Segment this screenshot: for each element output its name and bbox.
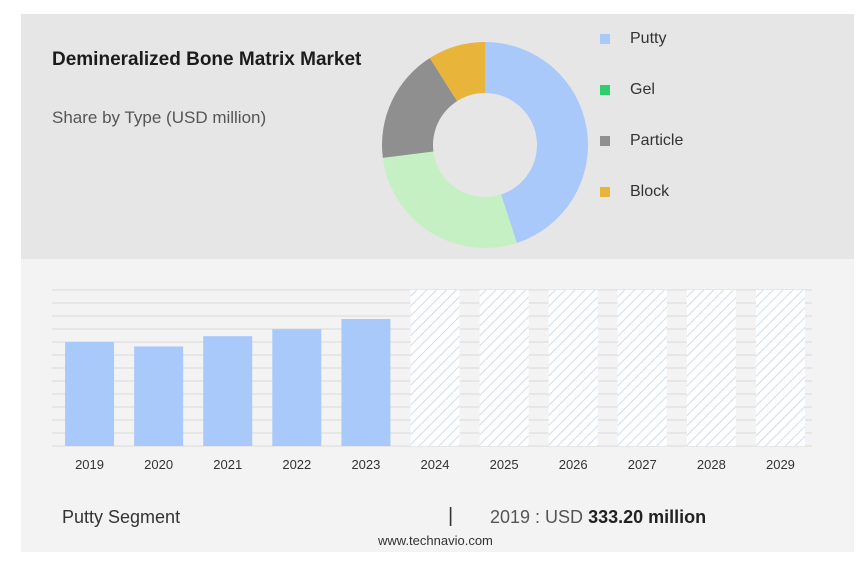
bar-chart: 2019 2020 2021 2022 2023 2024 2025 2026 2027 2028… [52,289,812,472]
bar-2020 [134,346,184,446]
legend-swatch-putty [600,34,610,44]
x-tick-label: 2019 [75,457,104,472]
bar-2019 [65,342,115,446]
donut-slice-putty [485,42,588,243]
x-tick-label: 2021 [213,457,242,472]
x-tick-label: 2024 [421,457,450,472]
legend-item-particle: Particle [600,128,683,154]
x-tick-label: 2027 [628,457,657,472]
x-tick-label: 2025 [490,457,519,472]
forecast-bar-2026 [548,290,598,446]
bar-2022 [272,329,322,446]
x-tick-label: 2028 [697,457,726,472]
forecast-bar-2025 [479,290,529,446]
segment-value: 2019 : USD 333.20 million [490,507,706,528]
legend-item-putty: Putty [600,26,683,52]
legend-swatch-gel [600,85,610,95]
forecast-bar-2027 [617,290,667,446]
legend-swatch-particle [600,136,610,146]
forecast-bar-2024 [410,290,460,446]
donut-slice-gel [382,151,517,249]
segment-label: Putty Segment [62,507,181,527]
legend-item-gel: Gel [600,77,683,103]
segment-year-label: 2019 : USD [490,507,584,527]
legend-label-block: Block [630,183,670,200]
chart-title: Demineralized Bone Matrix Market [52,49,362,70]
x-tick-label: 2029 [766,457,795,472]
x-tick-label: 2026 [559,457,588,472]
legend-label-putty: Putty [630,30,667,47]
donut-slice-block [429,42,485,102]
legend: Putty Gel Particle Block [600,26,683,230]
legend-swatch-block [600,187,610,197]
legend-label-particle: Particle [630,132,684,149]
chart-subtitle: Share by Type (USD million) [52,108,267,127]
donut-slice-particle [382,58,458,158]
footer-separator: | [448,505,454,527]
bar-2021 [203,336,253,446]
legend-item-block: Block [600,179,683,205]
x-tick-label: 2022 [282,457,311,472]
donut-chart [382,42,588,249]
source-link[interactable]: www.technavio.com [378,533,493,548]
bar-2023 [341,319,391,446]
forecast-bar-2028 [686,290,736,446]
forecast-bar-2029 [755,290,805,446]
x-tick-label: 2020 [144,457,173,472]
segment-value-amount: 333.20 million [588,507,707,527]
legend-label-gel: Gel [630,81,655,98]
x-tick-label: 2023 [351,457,380,472]
